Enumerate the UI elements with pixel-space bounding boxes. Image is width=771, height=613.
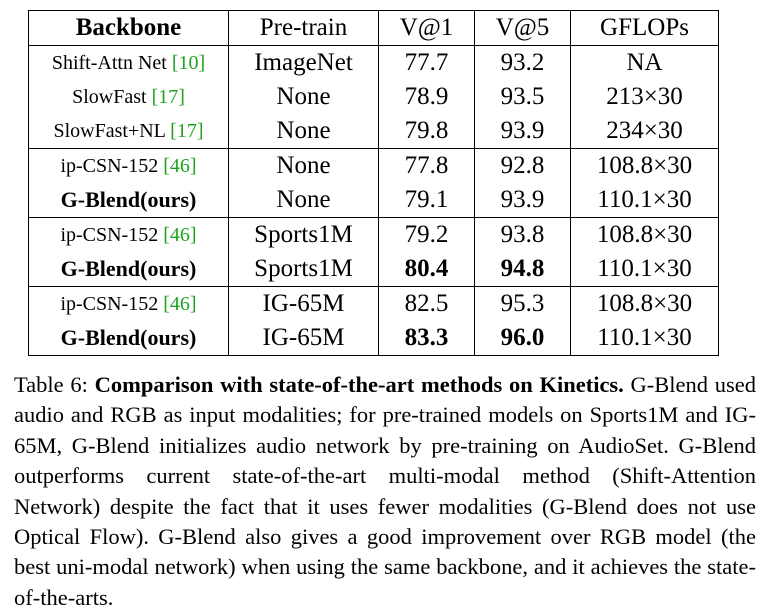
backbone-name: ip-CSN-152 xyxy=(60,154,164,177)
cell-gflops: NA xyxy=(626,49,663,76)
table-body: Shift-Attn Net [10] ImageNet 77.7 93.2 NA Slo… xyxy=(28,45,719,356)
cell-backbone: G-Blend(ours) xyxy=(28,183,229,218)
backbone-name: G-Blend(ours) xyxy=(60,325,197,350)
citation-link[interactable]: [17] xyxy=(151,85,185,108)
cell-v1: 78.9 xyxy=(378,80,475,114)
cell-v1: 80.4 xyxy=(378,252,475,287)
caption-title: Comparison with state-of-the-art methods… xyxy=(94,372,624,397)
header-v1: V@1 xyxy=(378,10,475,46)
cell-backbone: ip-CSN-152 [46] xyxy=(28,217,229,252)
backbone-name: ip-CSN-152 xyxy=(60,223,164,246)
table-row: G-Blend(ours) Sports1M 80.4 94.8 110.1×30 xyxy=(28,252,719,287)
cell-backbone: G-Blend(ours) xyxy=(28,321,229,356)
cell-v5: 93.8 xyxy=(474,217,571,252)
cell-gflops: 213×30 xyxy=(606,83,683,110)
cell-pretrain: None xyxy=(228,183,379,218)
header-gflops: GFLOPs xyxy=(570,10,719,46)
cell-v1: 79.1 xyxy=(378,183,475,218)
cell-v5: 95.3 xyxy=(474,286,571,321)
table-row: G-Blend(ours) None 79.1 93.9 110.1×30 xyxy=(28,183,719,218)
backbone-name: G-Blend(ours) xyxy=(60,187,197,212)
cell-pretrain: Sports1M xyxy=(228,252,379,287)
cell-v5: 94.8 xyxy=(474,252,571,287)
cell-gflops: 108.8×30 xyxy=(570,286,719,321)
cell-v5: 93.9 xyxy=(474,114,571,149)
cell-gflops: 110.1×30 xyxy=(597,324,692,351)
table-row: ip-CSN-152 [46] None 77.8 92.8 108.8×30 xyxy=(28,148,719,183)
cell-v5: 93.9 xyxy=(474,183,571,218)
cell-v1: 83.3 xyxy=(378,321,475,356)
cell-gflops: 110.1×30 xyxy=(597,186,692,213)
backbone-name: SlowFast+NL xyxy=(53,119,171,142)
citation-link[interactable]: [17] xyxy=(170,119,204,142)
cell-backbone: SlowFast [17] xyxy=(28,80,229,114)
table-row: ip-CSN-152 [46] IG-65M 82.5 95.3 108.8×30 xyxy=(28,286,719,321)
table-row: SlowFast+NL [17] None 79.8 93.9 234×30 xyxy=(28,114,719,149)
cell-v1: 79.8 xyxy=(378,114,475,149)
cell-gflops: 108.8×30 xyxy=(570,148,719,183)
header-row: Backbone Pre-train V@1 V@5 GFLOPs xyxy=(28,10,719,46)
cell-backbone: ip-CSN-152 [46] xyxy=(28,286,229,321)
cell-pretrain: IG-65M xyxy=(228,321,379,356)
cell-v1: 77.8 xyxy=(378,148,475,183)
cell-backbone: SlowFast+NL [17] xyxy=(28,114,229,149)
table-row: Shift-Attn Net [10] ImageNet 77.7 93.2 NA xyxy=(28,45,719,80)
citation-link[interactable]: [10] xyxy=(171,51,206,74)
caption-label: Table 6: xyxy=(14,372,95,397)
cell-pretrain: None xyxy=(228,114,379,149)
cell-pretrain: None xyxy=(228,80,379,114)
cell-v1: 77.7 xyxy=(378,45,475,80)
cell-pretrain: Sports1M xyxy=(228,217,379,252)
citation-link[interactable]: [46] xyxy=(163,292,197,315)
backbone-name: ip-CSN-152 xyxy=(60,292,164,315)
cell-v1: 79.2 xyxy=(378,217,475,252)
cell-pretrain: IG-65M xyxy=(228,286,379,321)
cell-v5: 96.0 xyxy=(474,321,571,356)
table-caption: Table 6: Comparison with state-of-the-ar… xyxy=(14,370,756,613)
caption-body: G-Blend used audio and RGB as input moda… xyxy=(14,372,756,610)
table-row: G-Blend(ours) IG-65M 83.3 96.0 110.1×30 xyxy=(28,321,719,356)
header-backbone: Backbone xyxy=(28,10,229,46)
cell-v5: 92.8 xyxy=(474,148,571,183)
results-table: Backbone Pre-train V@1 V@5 GFLOPs Shift-… xyxy=(28,10,719,356)
table-row: SlowFast [17] None 78.9 93.5 213×30 xyxy=(28,80,719,114)
cell-backbone: Shift-Attn Net [10] xyxy=(28,45,229,80)
citation-link[interactable]: [46] xyxy=(163,154,197,177)
cell-gflops: 108.8×30 xyxy=(570,217,719,252)
cell-pretrain: ImageNet xyxy=(228,45,379,80)
cell-gflops: 234×30 xyxy=(606,117,683,144)
backbone-name: G-Blend(ours) xyxy=(60,256,197,281)
cell-pretrain: None xyxy=(228,148,379,183)
backbone-name: Shift-Attn Net xyxy=(51,51,172,74)
backbone-name: SlowFast xyxy=(72,85,152,108)
header-pretrain: Pre-train xyxy=(228,10,379,46)
citation-link[interactable]: [46] xyxy=(163,223,197,246)
table-row: ip-CSN-152 [46] Sports1M 79.2 93.8 108.8×30 xyxy=(28,217,719,252)
cell-backbone: G-Blend(ours) xyxy=(28,252,229,287)
cell-backbone: ip-CSN-152 [46] xyxy=(28,148,229,183)
cell-v1: 82.5 xyxy=(378,286,475,321)
cell-gflops: 110.1×30 xyxy=(597,255,692,282)
cell-v5: 93.5 xyxy=(474,80,571,114)
header-v5: V@5 xyxy=(474,10,571,46)
cell-v5: 93.2 xyxy=(474,45,571,80)
